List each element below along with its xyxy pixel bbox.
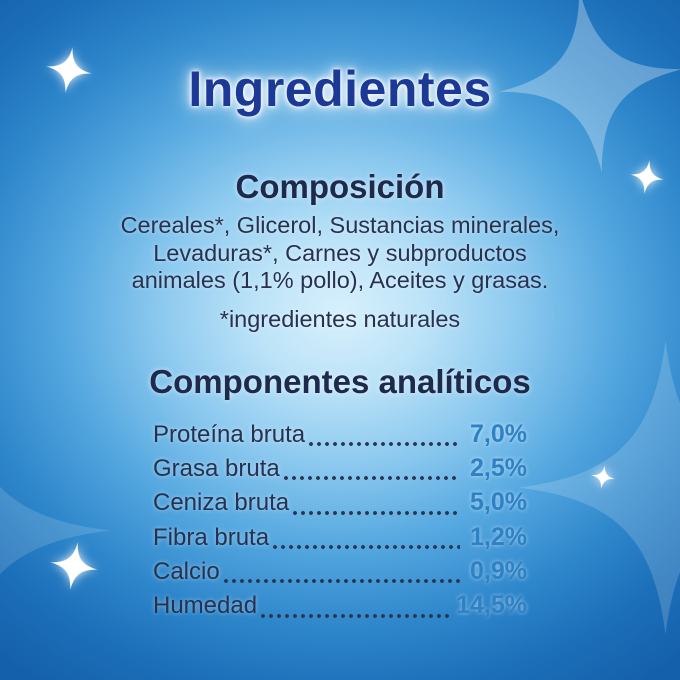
component-value: 5,0% — [470, 488, 527, 517]
component-label: Fibra bruta — [153, 523, 270, 551]
sparkle-icon — [498, 0, 680, 173]
dot-leader — [309, 441, 460, 446]
sparkle-icon — [630, 160, 664, 194]
sparkle-icon — [518, 340, 680, 635]
label-content: Ingredientes Composición Cereales*, Glic… — [0, 61, 680, 626]
analytical-table: Proteína bruta 7,0% Grasa bruta 2,5% Cen… — [153, 420, 527, 626]
table-row: Fibra bruta 1,2% — [153, 523, 527, 557]
natural-ingredients-note: *ingredientes naturales — [219, 305, 461, 332]
dot-leader — [283, 476, 460, 481]
component-label: Grasa bruta — [153, 454, 280, 482]
analytical-heading: Componentes analíticos — [149, 362, 531, 400]
component-value: 7,0% — [470, 419, 527, 448]
component-value: 0,9% — [470, 557, 527, 586]
component-value: 14,5% — [456, 591, 527, 620]
sparkle-icon — [46, 47, 92, 93]
page-title: Ingredientes — [188, 61, 492, 117]
component-label: Ceniza bruta — [153, 489, 290, 517]
dot-leader — [223, 579, 460, 584]
composition-section: Composición Cereales*, Glicerol, Sustanc… — [0, 169, 680, 331]
composition-text: Cereales*, Glicerol, Sustancias minerale… — [0, 212, 680, 295]
table-row: Proteína bruta 7,0% — [153, 420, 527, 454]
composition-heading: Composición — [235, 168, 445, 205]
component-label: Calcio — [153, 558, 220, 586]
component-label: Proteína bruta — [153, 420, 306, 448]
composition-line: Levaduras*, Carnes y subproductos — [153, 239, 527, 266]
sparkle-icon — [0, 486, 110, 575]
dot-leader — [273, 545, 460, 550]
composition-line: animales (1,1% pollo), Aceites y grasas. — [131, 267, 549, 293]
component-label: Humedad — [153, 592, 258, 620]
dot-leader — [261, 613, 452, 618]
component-value: 2,5% — [470, 453, 527, 482]
table-row: Ceniza bruta 5,0% — [153, 488, 527, 522]
table-row: Grasa bruta 2,5% — [153, 454, 527, 488]
sparkle-icon — [591, 465, 615, 489]
table-row: Calcio 0,9% — [153, 557, 527, 591]
composition-line: Cereales*, Glicerol, Sustancias minerale… — [120, 212, 560, 238]
dot-leader — [293, 510, 460, 515]
analytical-section: Componentes analíticos Proteína bruta 7,… — [0, 362, 680, 626]
sparkle-icon — [50, 542, 98, 590]
component-value: 1,2% — [470, 522, 527, 551]
table-row: Humedad 14,5% — [153, 591, 527, 625]
